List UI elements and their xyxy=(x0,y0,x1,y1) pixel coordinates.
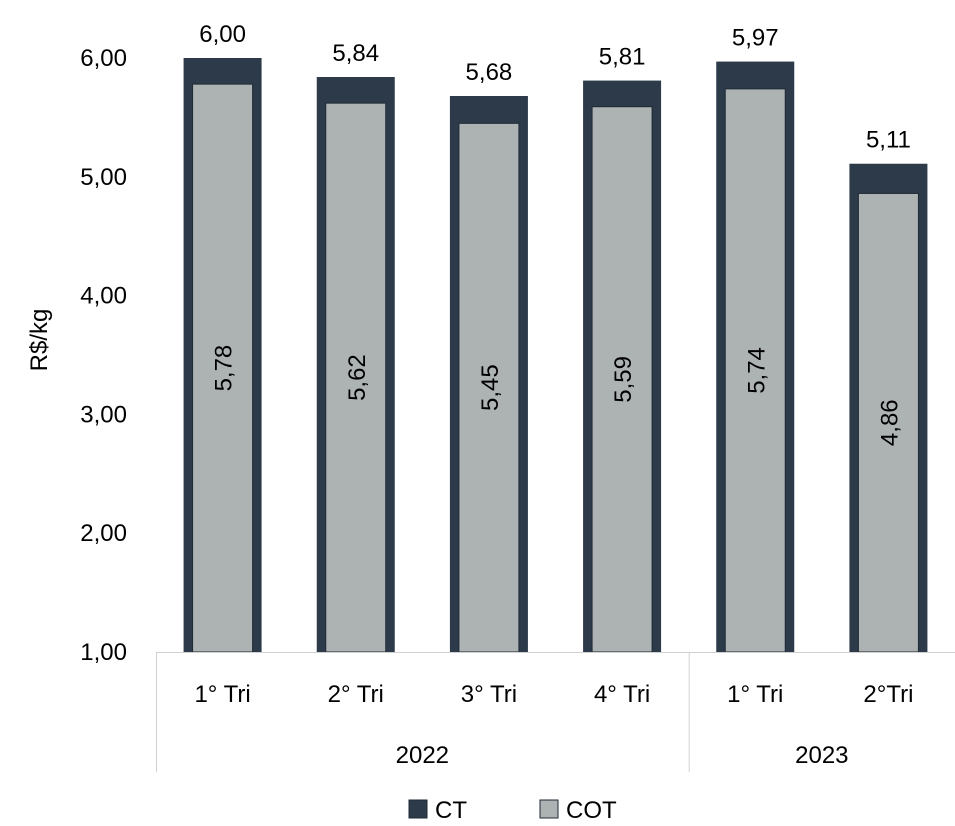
y-axis: 1,00 2,00 3,00 4,00 5,00 6,00 xyxy=(80,45,127,666)
legend-label: COT xyxy=(566,797,617,824)
bar-cot xyxy=(325,102,387,653)
bar-cot xyxy=(192,83,254,653)
y-tick-label: 1,00 xyxy=(80,639,127,666)
data-label-cot: 5,45 xyxy=(477,364,504,411)
x-tick-label: 3° Tri xyxy=(461,681,517,708)
data-label-ct: 5,84 xyxy=(332,40,379,67)
data-label-cot: 5,74 xyxy=(743,347,770,394)
data-label-cot: 4,86 xyxy=(876,399,903,446)
x-tick-label: 4° Tri xyxy=(594,681,650,708)
data-label-cot: 5,78 xyxy=(211,345,238,392)
legend-label: CT xyxy=(435,797,467,824)
bar-cot xyxy=(857,192,919,653)
legend-swatch xyxy=(408,799,428,819)
legend: CT COT xyxy=(408,797,617,824)
x-group-label: 2022 xyxy=(396,742,449,769)
y-tick-label: 4,00 xyxy=(80,283,127,310)
data-label-cot: 5,59 xyxy=(610,356,637,403)
data-label-ct: 5,97 xyxy=(732,25,779,52)
y-tick-label: 5,00 xyxy=(80,164,127,191)
y-tick-label: 2,00 xyxy=(80,520,127,547)
y-axis-title: R$/kg xyxy=(26,309,53,372)
x-tick-label: 2° Tri xyxy=(328,681,384,708)
x-axis: 1° Tri 2° Tri 3° Tri 4° Tri 1° Tri 2°Tri 2022 2… xyxy=(156,652,955,772)
bar-cot xyxy=(591,106,653,653)
data-label-ct: 5,81 xyxy=(599,44,646,71)
x-tick-label: 1° Tri xyxy=(194,681,250,708)
data-label-cot: 5,62 xyxy=(344,354,371,401)
y-tick-label: 6,00 xyxy=(80,45,127,72)
x-group-label: 2023 xyxy=(795,742,848,769)
legend-swatch xyxy=(539,799,559,819)
x-tick-label: 1° Tri xyxy=(727,681,783,708)
y-tick-label: 3,00 xyxy=(80,401,127,428)
data-label-ct: 5,11 xyxy=(866,127,911,154)
data-label-ct: 6,00 xyxy=(199,21,246,48)
bars: 6,00 5,78 5,84 5,62 5,68 5,45 5,81 5,59 5,97 5,74… xyxy=(183,21,928,653)
x-tick-label: 2°Tri xyxy=(863,681,913,708)
data-label-ct: 5,68 xyxy=(466,59,513,86)
